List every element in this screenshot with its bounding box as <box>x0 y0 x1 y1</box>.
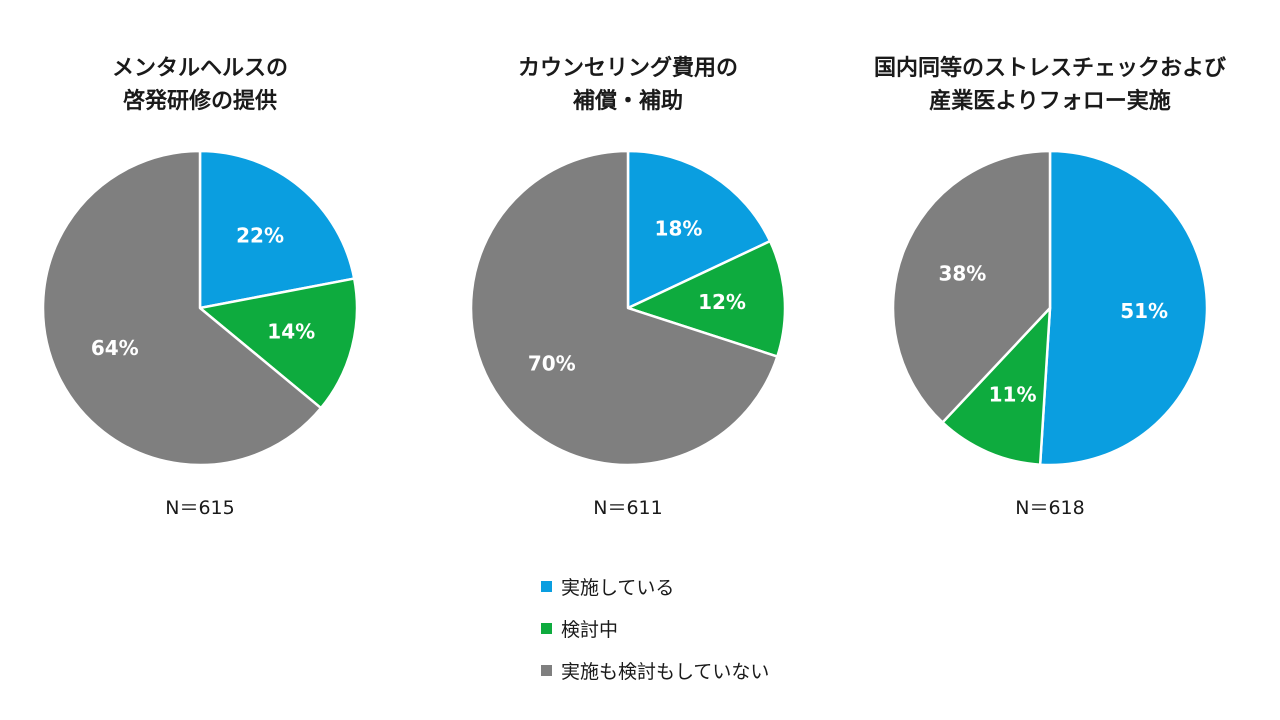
slice-implemented <box>198 149 356 310</box>
pie-title: カウンセリング費用の 補償・補助 <box>428 52 828 118</box>
pie-chart: 51% 11% 38% <box>891 149 1209 467</box>
pie-panel-mental-health: メンタルヘルスの 啓発研修の提供 22% 14% 64% N＝615 <box>0 0 400 540</box>
legend-swatch <box>541 664 552 676</box>
pie-chart: 18% 12% 70% <box>469 149 787 467</box>
pie-title-line-2: 補償・補助 <box>572 89 683 114</box>
slice-considering <box>198 277 359 410</box>
slice-neither <box>41 149 323 467</box>
sample-size-label: N＝618 <box>1015 497 1085 519</box>
pie-title-line-1: カウンセリング費用の <box>517 56 738 81</box>
pie-title: メンタルヘルスの 啓発研修の提供 <box>0 52 400 118</box>
slice-label-considering: 11% <box>989 382 1037 406</box>
pie-panel-stress-check: 国内同等のストレスチェックおよび 産業医よりフォロー実施 51% 11% 38% N… <box>850 0 1250 540</box>
slice-neither <box>469 149 779 467</box>
slice-implemented <box>626 149 772 310</box>
legend-swatch <box>541 580 552 592</box>
slice-neither <box>891 149 1052 424</box>
slice-label-neither: 64% <box>91 336 139 360</box>
legend-item-neither: 実施も検討もしていない <box>541 656 769 684</box>
pie-title-line-1: 国内同等のストレスチェックおよび <box>873 56 1226 81</box>
slice-label-considering: 14% <box>267 319 315 343</box>
slice-label-considering: 12% <box>698 290 746 314</box>
legend-item-implemented: 実施している <box>541 572 769 600</box>
slice-considering <box>626 239 787 358</box>
legend-label: 検討中 <box>561 618 619 641</box>
pie-title-line-2: 啓発研修の提供 <box>122 89 277 114</box>
sample-size-label: N＝611 <box>593 497 663 519</box>
slice-implemented <box>1038 149 1209 467</box>
slice-label-implemented: 22% <box>236 223 284 247</box>
sample-size-label: N＝615 <box>165 497 235 519</box>
slice-label-neither: 38% <box>938 261 986 285</box>
slice-label-implemented: 51% <box>1120 299 1168 323</box>
pie-title-line-1: メンタルヘルスの <box>111 56 288 81</box>
slice-label-implemented: 18% <box>655 216 703 240</box>
pie-title-line-2: 産業医よりフォロー実施 <box>929 89 1171 114</box>
pie-chart: 22% 14% 64% <box>41 149 359 467</box>
pie-title: 国内同等のストレスチェックおよび 産業医よりフォロー実施 <box>850 52 1250 118</box>
legend-item-considering: 検討中 <box>541 614 769 642</box>
slice-considering <box>941 306 1052 466</box>
pie-panel-counseling: カウンセリング費用の 補償・補助 18% 12% 70% N＝611 <box>428 0 828 540</box>
legend-label: 実施も検討もしていない <box>561 660 770 683</box>
slice-label-neither: 70% <box>528 351 576 375</box>
legend-label: 実施している <box>561 576 675 599</box>
legend-swatch <box>541 622 552 634</box>
legend: 実施している 検討中 実施も検討もしていない <box>541 572 769 698</box>
